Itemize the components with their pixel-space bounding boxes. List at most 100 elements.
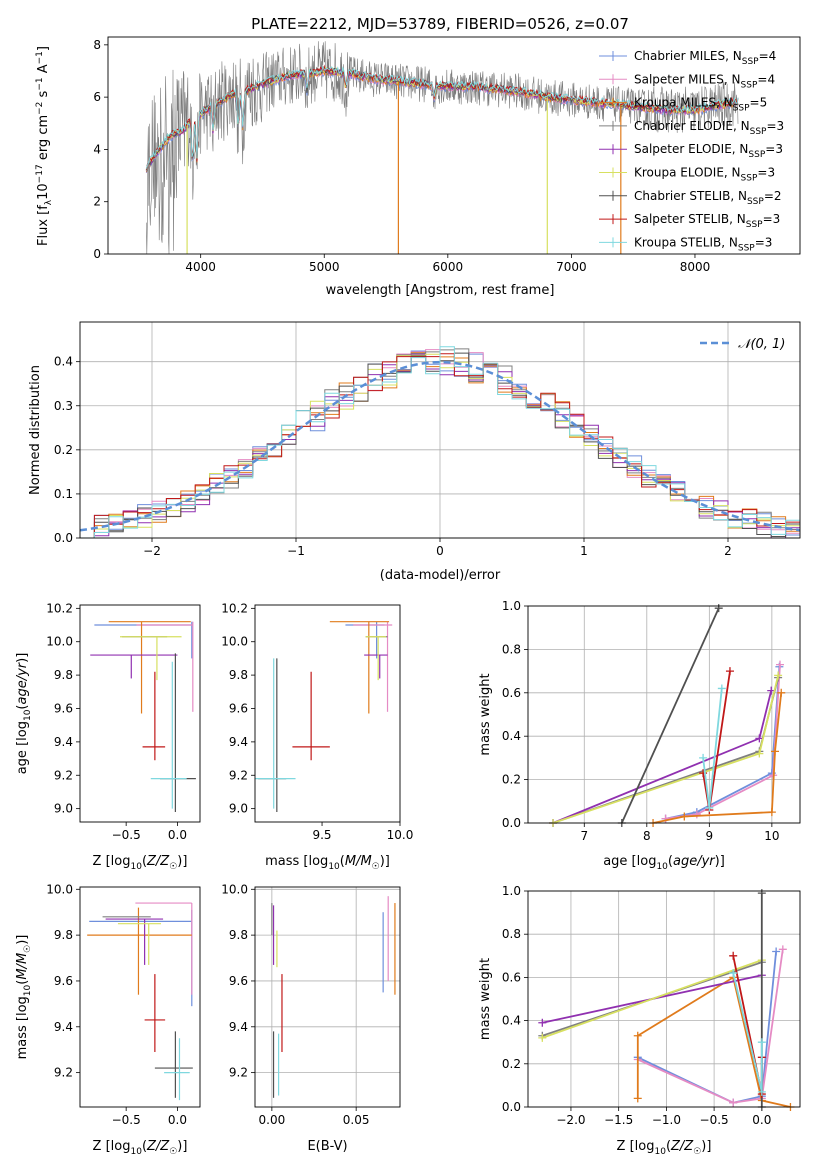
y-tick-label: 9.8 xyxy=(229,668,248,682)
weight-marker xyxy=(757,889,766,898)
y-tick-label: 6 xyxy=(93,90,101,104)
y-tick-label: 9.2 xyxy=(54,1066,73,1080)
weight-line xyxy=(541,959,763,1039)
y-tick-label: 2 xyxy=(93,195,101,209)
x-axis-label: wavelength [Angstrom, rest frame] xyxy=(326,283,555,298)
y-tick-label: 0.6 xyxy=(502,686,521,700)
residuals-frame xyxy=(79,321,801,539)
weight-marker xyxy=(755,734,764,743)
y-tick-label: 9.8 xyxy=(229,928,248,942)
y-axis-label: Flux [fλ​10−17​ erg cm−2​ s−1​ A−1​] xyxy=(35,46,54,246)
x-tick-label: −1 xyxy=(287,544,305,558)
y-tick-label: 0.8 xyxy=(502,927,521,941)
x-tick-label: 2 xyxy=(724,544,732,558)
y-tick-label: 0.2 xyxy=(54,443,73,457)
x-axis-label: Z [log10​(Z/Z☉​)] xyxy=(617,1139,712,1157)
weight-marker xyxy=(633,1031,642,1040)
x-tick-label: −1.0 xyxy=(652,1113,681,1127)
residual-histogram xyxy=(80,346,800,538)
y-tick-label: 10.0 xyxy=(221,635,248,649)
weight-marker xyxy=(699,753,708,762)
weight-marker xyxy=(729,951,738,960)
weight-marker xyxy=(538,1033,547,1042)
x-tick-label: −2 xyxy=(143,544,161,558)
y-tick-label: 0.3 xyxy=(54,399,73,413)
x-tick-label: −0.5 xyxy=(700,1113,729,1127)
y-tick-label: 10.2 xyxy=(221,601,248,615)
x-tick-label: −2.0 xyxy=(556,1113,585,1127)
y-tick-label: 9.2 xyxy=(54,768,73,782)
age_vs_Z-frame xyxy=(79,604,201,823)
x-tick-label: 9.5 xyxy=(312,828,331,842)
x-tick-label: 6000 xyxy=(433,260,464,274)
x-tick-label: 4000 xyxy=(185,260,216,274)
weight-marker xyxy=(777,688,786,697)
y-tick-label: 9.2 xyxy=(229,768,248,782)
legend-label: Salpeter MILES, NSSP​=4 xyxy=(634,72,775,90)
y-tick-label: 0.2 xyxy=(502,1057,521,1071)
y-tick-label: 0.2 xyxy=(502,773,521,787)
x-tick-label: 8 xyxy=(643,829,651,843)
weight-line xyxy=(552,690,773,823)
weight-line xyxy=(552,675,779,823)
x-tick-label: 0.0 xyxy=(752,1113,771,1127)
y-tick-label: 9.6 xyxy=(229,701,248,715)
legend-label: 𝒩(0, 1) xyxy=(738,337,785,352)
y-tick-label: 9.0 xyxy=(229,802,248,816)
weight-marker xyxy=(729,969,738,978)
weight-line xyxy=(552,677,779,823)
weight-marker xyxy=(714,604,723,613)
weight-marker xyxy=(767,808,776,817)
y-tick-label: 0 xyxy=(93,247,101,261)
y-tick-label: 0.4 xyxy=(502,1014,521,1028)
weight-marker xyxy=(775,660,784,669)
model-spectrum xyxy=(145,65,739,169)
weight_vs_Z-frame xyxy=(527,890,801,1108)
weight-line xyxy=(637,951,777,1104)
y-tick-label: 9.8 xyxy=(54,668,73,682)
x-axis-label: (data-model)/error xyxy=(380,568,501,583)
y-tick-label: 0.0 xyxy=(54,531,73,545)
x-tick-label: 7 xyxy=(580,829,588,843)
y-tick-label: 1.0 xyxy=(502,599,521,613)
weight-marker xyxy=(757,1087,766,1096)
y-tick-label: 10.0 xyxy=(221,882,248,896)
x-tick-label: 1 xyxy=(580,544,588,558)
x-tick-label: 0.0 xyxy=(168,828,187,842)
weight_vs_age-axes xyxy=(524,605,800,827)
x-axis-label: Z [log10​(Z/Z☉​)] xyxy=(93,1139,188,1157)
y-tick-label: 4 xyxy=(93,142,101,156)
x-tick-label: 9 xyxy=(706,829,714,843)
y-axis-label: mass weight xyxy=(478,673,493,755)
legend-label: Chabrier STELIB, NSSP​=2 xyxy=(634,189,782,207)
weight-marker xyxy=(717,684,726,693)
weight-marker xyxy=(770,747,779,756)
spectrum-axes xyxy=(104,44,696,258)
x-tick-label: 8000 xyxy=(680,260,711,274)
y-tick-label: 9.6 xyxy=(54,974,73,988)
y-tick-label: 9.8 xyxy=(54,928,73,942)
legend-label: Kroupa ELODIE, NSSP​=3 xyxy=(634,166,775,184)
x-tick-label: 10.0 xyxy=(387,828,414,842)
x-tick-label: 5000 xyxy=(309,260,340,274)
x-axis-label: E(B-V) xyxy=(307,1139,347,1154)
y-axis-label: age [log10​(age/yr)] xyxy=(15,653,33,775)
y-tick-label: 0.6 xyxy=(502,970,521,984)
y-axis-label: Normed distribution xyxy=(28,365,43,495)
weight-marker xyxy=(680,812,689,821)
y-tick-label: 10.0 xyxy=(46,635,73,649)
weight-marker xyxy=(661,814,670,823)
y-tick-label: 0.8 xyxy=(502,642,521,656)
weight-marker xyxy=(725,667,734,676)
x-axis-label: mass [log10​(M/M☉​)] xyxy=(265,854,390,872)
y-tick-label: 10.0 xyxy=(46,882,73,896)
weight-marker xyxy=(633,1094,642,1103)
weight-marker xyxy=(705,803,714,812)
legend-label: Chabrier MILES, NSSP​=4 xyxy=(634,49,776,67)
x-axis-label: age [log10​(age/yr)] xyxy=(603,854,725,872)
y-tick-label: 0.0 xyxy=(502,1100,521,1114)
x-tick-label: 0.00 xyxy=(259,1113,286,1127)
y-tick-label: 0.4 xyxy=(502,729,521,743)
weight-marker xyxy=(778,945,787,954)
